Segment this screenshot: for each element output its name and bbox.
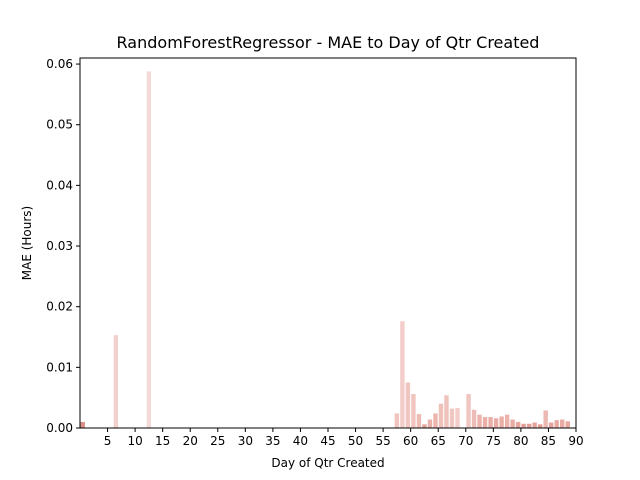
bar-day-65 [438,403,444,428]
x-axis-ticks: 5 10 15 20 25 30 35 40 45 50 55 60 65 70 75 80 85 90 [104,428,584,448]
bar-day-81 [526,423,532,428]
bar-series [80,71,570,428]
x-tick-label: 70 [458,434,473,448]
bar-day-62 [422,424,427,428]
y-axis-ticks: 0.00 0.01 0.02 0.03 0.04 0.05 0.06 [46,57,80,435]
bar-day-78 [510,419,515,428]
bar-day-68 [455,407,460,428]
bar-day-71 [471,409,477,428]
bar-day-59 [405,382,411,428]
x-axis-label: Day of Qtr Created [271,456,384,470]
y-tick-label: 0.03 [46,239,73,253]
x-tick-label: 35 [265,434,280,448]
bar-day-84 [543,410,548,428]
y-tick-label: 0.00 [46,421,73,435]
y-tick-label: 0.06 [46,57,73,71]
bar-day-67 [449,408,455,428]
x-tick-label: 75 [486,434,501,448]
bar-day-61 [416,414,422,428]
bar-day-0 [80,421,85,428]
bar-day-76 [499,416,504,428]
x-tick-label: 65 [431,434,446,448]
y-axis-label: MAE (Hours) [20,206,34,280]
x-tick-label: 25 [210,434,225,448]
axes-frame [79,57,577,429]
bar-day-6 [113,335,119,428]
bar-day-82 [532,422,537,428]
chart-title: RandomForestRegressor - MAE to Day of Qt… [117,33,540,52]
x-tick-label: 90 [568,434,583,448]
y-tick-label: 0.02 [46,300,73,314]
x-tick-label: 20 [183,434,198,448]
bar-day-70 [466,394,471,428]
bar-day-79 [515,421,521,428]
x-tick-label: 85 [541,434,556,448]
x-tick-label: 80 [513,434,528,448]
bar-day-58 [400,321,405,428]
y-tick-label: 0.04 [46,178,73,192]
bar-day-86 [554,420,559,428]
bar-day-63 [427,419,433,428]
bar-day-77 [504,414,510,428]
x-tick-label: 30 [238,434,253,448]
bar-day-80 [521,423,526,428]
x-tick-label: 45 [320,434,335,448]
bar-day-57 [394,413,400,428]
x-tick-label: 5 [104,434,112,448]
y-tick-label: 0.05 [46,118,73,132]
x-tick-label: 40 [293,434,308,448]
x-tick-label: 55 [375,434,390,448]
bar-day-66 [444,395,449,428]
x-tick-label: 10 [127,434,142,448]
bar-day-74 [488,417,493,428]
bar-day-87 [560,419,565,428]
bar-day-85 [549,422,554,428]
bar-day-83 [537,424,543,428]
x-tick-label: 60 [403,434,418,448]
plot-area [80,58,576,428]
bar-day-72 [477,414,482,428]
bar-day-12 [146,71,152,428]
bar-day-88 [565,421,570,428]
bar-day-64 [433,413,438,428]
y-tick-label: 0.01 [46,360,73,374]
x-tick-label: 15 [155,434,170,448]
bar-day-73 [482,417,488,428]
bar-day-60 [411,394,416,428]
x-tick-label: 50 [348,434,363,448]
bar-day-75 [493,418,499,428]
